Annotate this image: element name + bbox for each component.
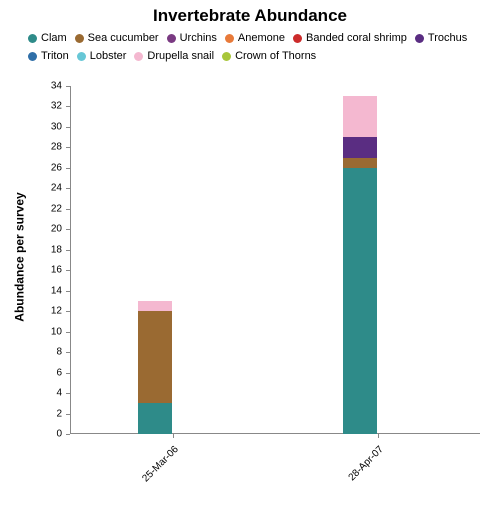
y-tick xyxy=(66,434,70,435)
y-tick-label: 16 xyxy=(30,265,62,276)
y-tick xyxy=(66,168,70,169)
bar-segment xyxy=(343,96,378,137)
y-tick-label: 34 xyxy=(30,81,62,92)
legend-swatch xyxy=(77,52,86,61)
y-tick-label: 32 xyxy=(30,101,62,112)
x-tick xyxy=(378,434,379,438)
legend-item: Clam xyxy=(28,30,67,47)
y-tick xyxy=(66,188,70,189)
legend-label: Trochus xyxy=(428,30,467,47)
y-tick xyxy=(66,209,70,210)
bar-segment xyxy=(138,311,173,403)
y-tick xyxy=(66,311,70,312)
y-tick-label: 6 xyxy=(30,367,62,378)
y-tick-label: 2 xyxy=(30,408,62,419)
legend-swatch xyxy=(225,34,234,43)
legend-item: Lobster xyxy=(77,48,127,65)
legend-swatch xyxy=(222,52,231,61)
legend-label: Crown of Thorns xyxy=(235,48,316,65)
x-tick-label: 28-Apr-07 xyxy=(321,444,385,508)
y-tick-label: 14 xyxy=(30,285,62,296)
y-tick xyxy=(66,147,70,148)
legend-label: Triton xyxy=(41,48,69,65)
bar-group xyxy=(343,86,378,434)
bar-segment xyxy=(138,403,173,434)
y-tick-label: 22 xyxy=(30,203,62,214)
bar-segment xyxy=(343,168,378,434)
legend: Clam Sea cucumber Urchins Anemone Banded cor… xyxy=(28,30,490,67)
legend-label: Urchins xyxy=(180,30,217,47)
legend-item: Trochus xyxy=(415,30,467,47)
legend-item: Banded coral shrimp xyxy=(293,30,407,47)
y-axis-line xyxy=(70,86,71,434)
legend-swatch xyxy=(134,52,143,61)
legend-label: Clam xyxy=(41,30,67,47)
legend-swatch xyxy=(28,34,37,43)
y-tick xyxy=(66,393,70,394)
legend-swatch xyxy=(415,34,424,43)
legend-item: Urchins xyxy=(167,30,217,47)
y-tick-label: 10 xyxy=(30,326,62,337)
y-tick xyxy=(66,373,70,374)
bar-segment xyxy=(343,137,378,157)
x-tick xyxy=(173,434,174,438)
y-tick xyxy=(66,86,70,87)
y-tick-label: 12 xyxy=(30,306,62,317)
y-tick xyxy=(66,229,70,230)
legend-label: Lobster xyxy=(90,48,127,65)
y-tick xyxy=(66,106,70,107)
legend-label: Banded coral shrimp xyxy=(306,30,407,47)
y-tick xyxy=(66,414,70,415)
y-tick-label: 30 xyxy=(30,121,62,132)
legend-item: Drupella snail xyxy=(134,48,214,65)
x-tick-label: 25-Mar-06 xyxy=(116,444,180,508)
legend-swatch xyxy=(75,34,84,43)
bar-group xyxy=(138,86,173,434)
y-tick xyxy=(66,352,70,353)
legend-item: Triton xyxy=(28,48,69,65)
plot-area: 024681012141618202224262830323425-Mar-06… xyxy=(70,86,480,434)
y-tick-label: 28 xyxy=(30,142,62,153)
legend-item: Anemone xyxy=(225,30,285,47)
y-tick xyxy=(66,250,70,251)
legend-label: Anemone xyxy=(238,30,285,47)
legend-item: Sea cucumber xyxy=(75,30,159,47)
legend-label: Sea cucumber xyxy=(88,30,159,47)
legend-item: Crown of Thorns xyxy=(222,48,316,65)
y-tick xyxy=(66,291,70,292)
y-tick-label: 4 xyxy=(30,388,62,399)
legend-label: Drupella snail xyxy=(147,48,214,65)
legend-swatch xyxy=(167,34,176,43)
y-tick-label: 20 xyxy=(30,224,62,235)
chart-container: Invertebrate Abundance Clam Sea cucumber U… xyxy=(0,0,500,500)
y-tick-label: 8 xyxy=(30,347,62,358)
y-tick xyxy=(66,127,70,128)
y-tick-label: 24 xyxy=(30,183,62,194)
y-tick-label: 18 xyxy=(30,244,62,255)
bar-segment xyxy=(343,158,378,168)
y-tick xyxy=(66,270,70,271)
chart-title: Invertebrate Abundance xyxy=(0,6,500,26)
x-axis-line xyxy=(70,433,480,434)
legend-swatch xyxy=(293,34,302,43)
y-axis-label: Abundance per survey xyxy=(13,192,27,321)
y-tick-label: 0 xyxy=(30,429,62,440)
y-tick-label: 26 xyxy=(30,162,62,173)
bar-segment xyxy=(138,301,173,311)
y-tick xyxy=(66,332,70,333)
legend-swatch xyxy=(28,52,37,61)
